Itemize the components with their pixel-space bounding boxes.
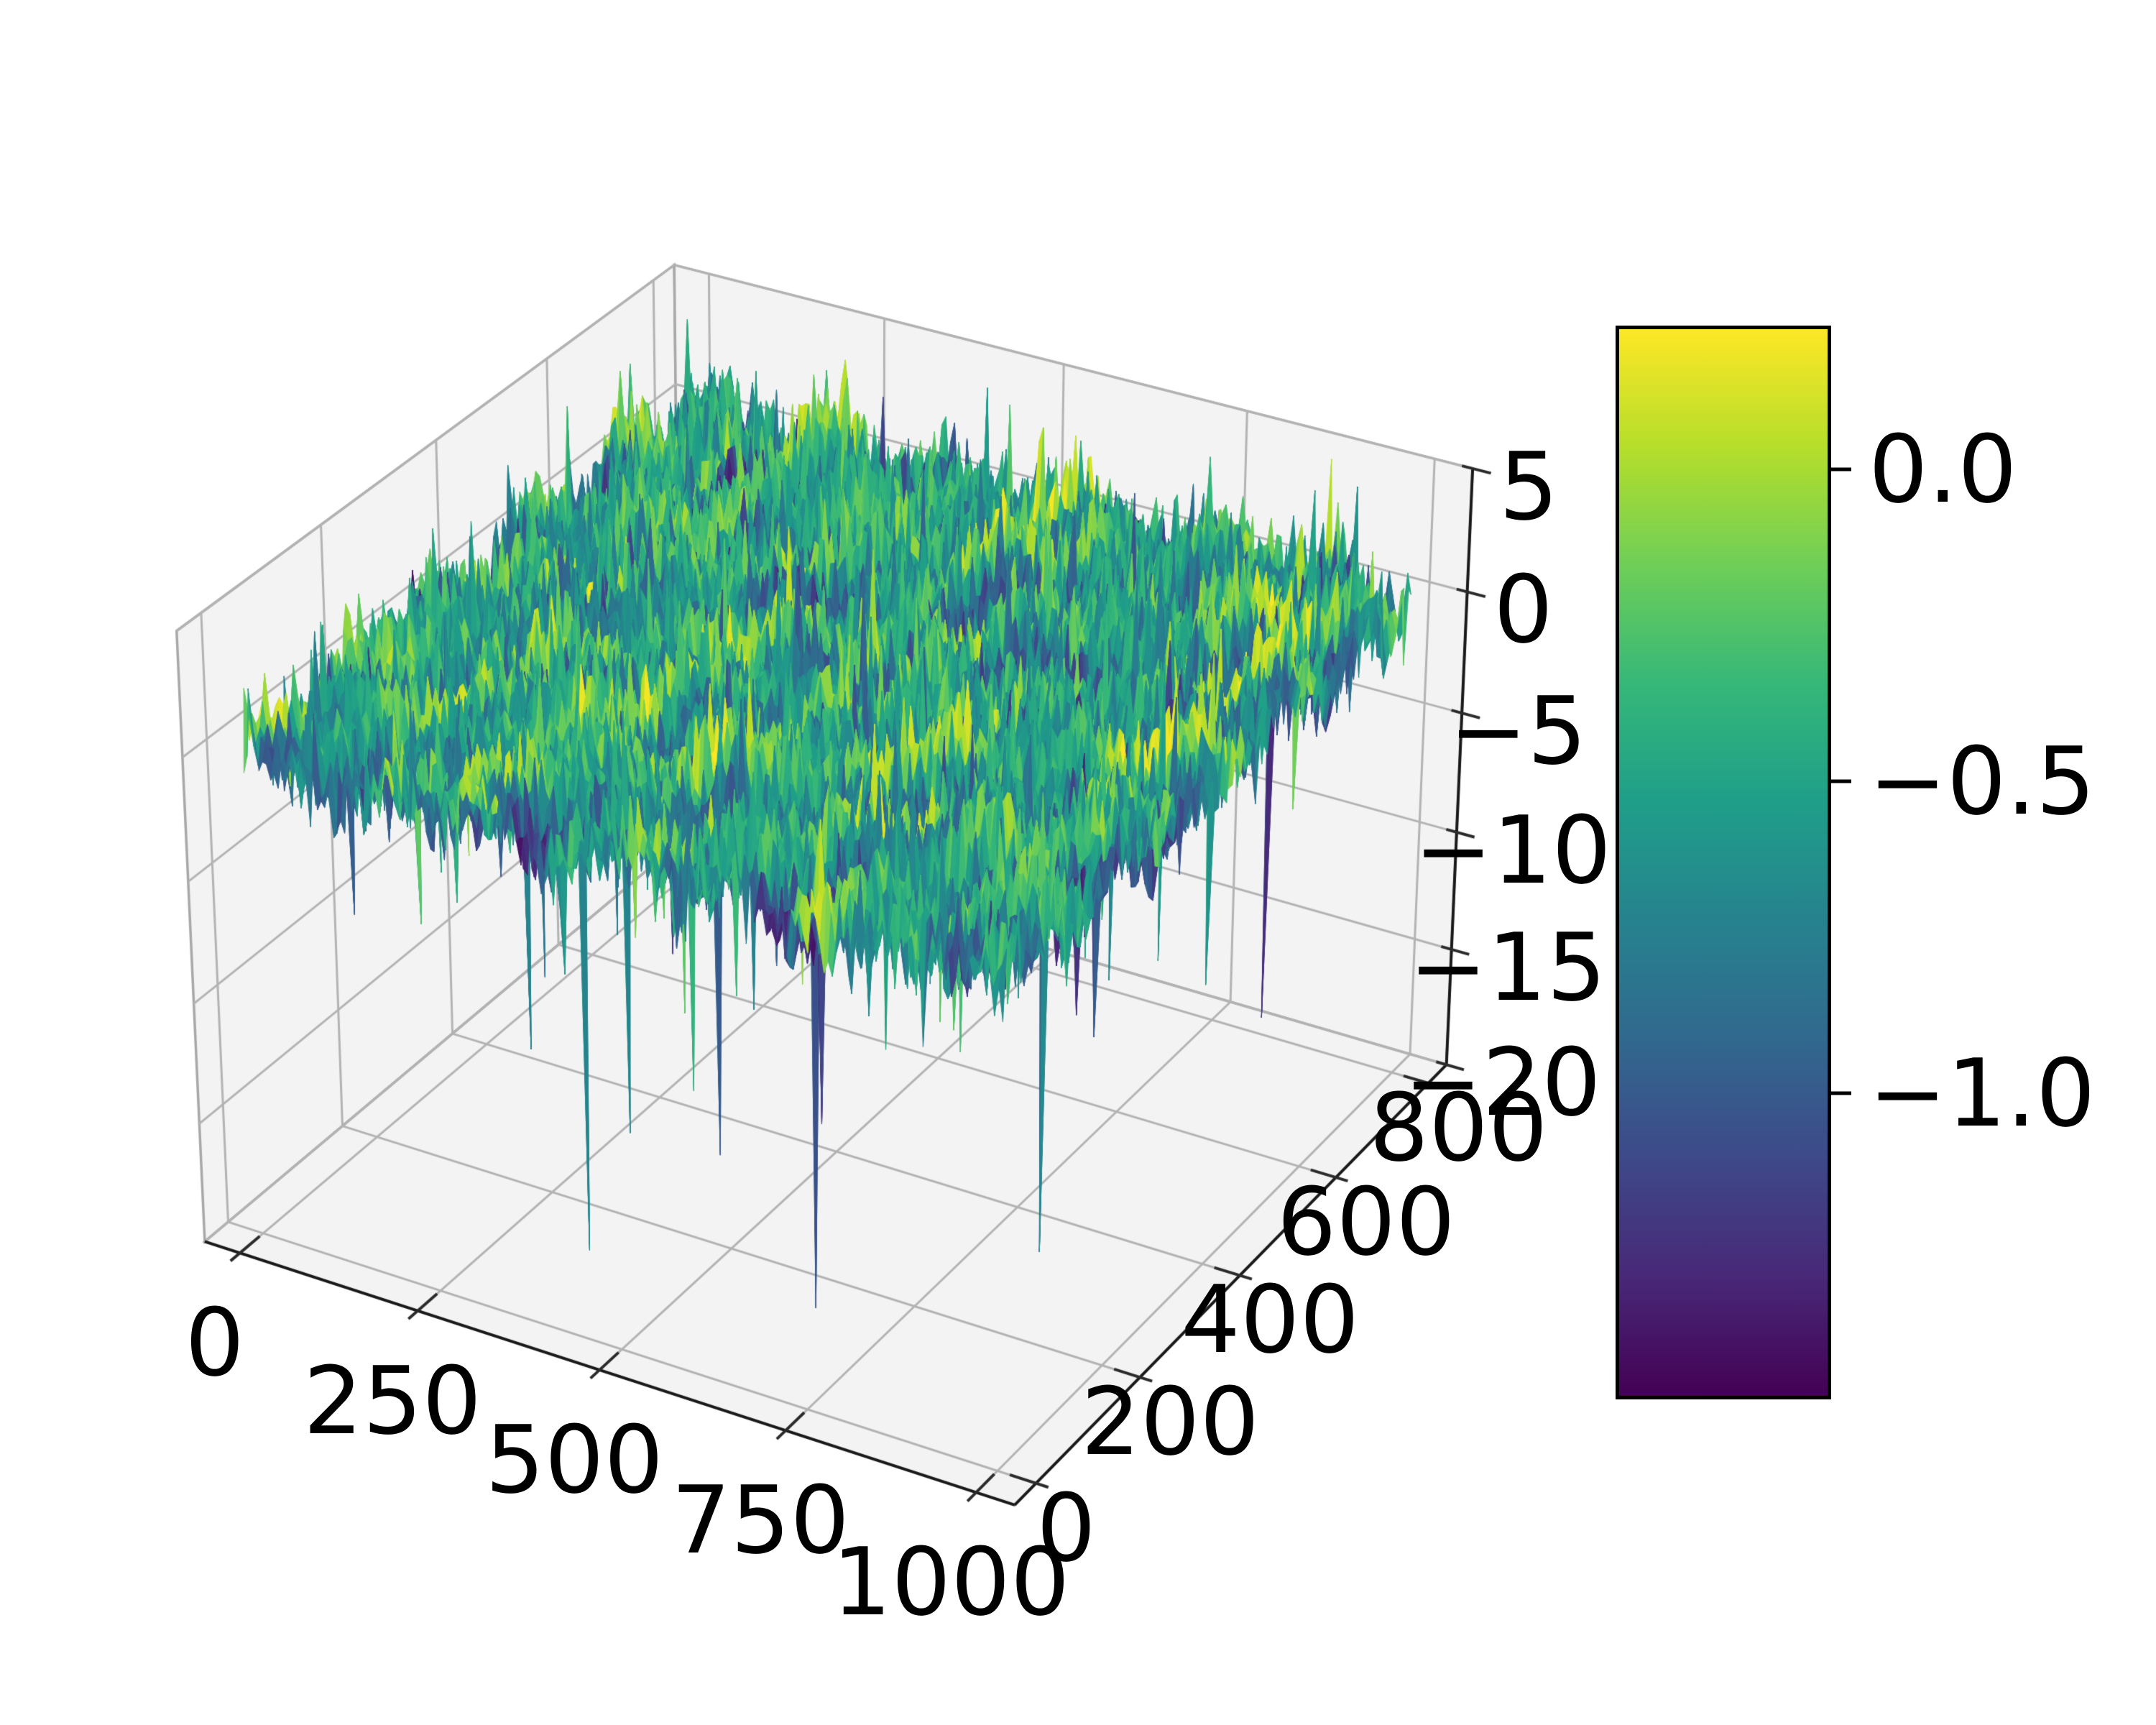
y-axis-tick-label: 800: [1369, 1072, 1548, 1182]
colorbar-tick-label: −0.5: [1869, 727, 2096, 837]
z-axis-tick-label: −20: [1404, 1028, 1601, 1138]
x-axis-tick-label: 500: [485, 1405, 664, 1515]
colorbar-tick-mark: [1831, 779, 1851, 783]
y-axis-tick-label: 200: [1081, 1367, 1260, 1477]
x-axis-tick-label: 0: [185, 1288, 245, 1398]
x-axis-tick-label: 250: [303, 1346, 482, 1455]
colorbar-gradient: [1616, 326, 1831, 1399]
z-axis-tick-label: 0: [1493, 555, 1553, 665]
colorbar-tick-label: 0.0: [1869, 414, 2017, 524]
colorbar-tick-label: −1.0: [1869, 1039, 2096, 1149]
colorbar-tick-mark: [1831, 1091, 1851, 1095]
z-axis-tick-label: −15: [1409, 912, 1606, 1022]
z-axis-tick-label: −10: [1414, 795, 1612, 905]
z-axis-tick-label: −5: [1449, 676, 1587, 786]
x-axis-tick-label: 1000: [831, 1527, 1070, 1637]
y-axis-tick-label: 0: [1036, 1473, 1096, 1583]
colorbar-tick-mark: [1831, 467, 1851, 472]
z-axis-tick-label: 5: [1498, 431, 1559, 541]
y-axis-tick-label: 600: [1276, 1167, 1455, 1277]
x-axis-tick-label: 750: [671, 1466, 850, 1576]
y-axis-tick-label: 400: [1181, 1265, 1360, 1375]
